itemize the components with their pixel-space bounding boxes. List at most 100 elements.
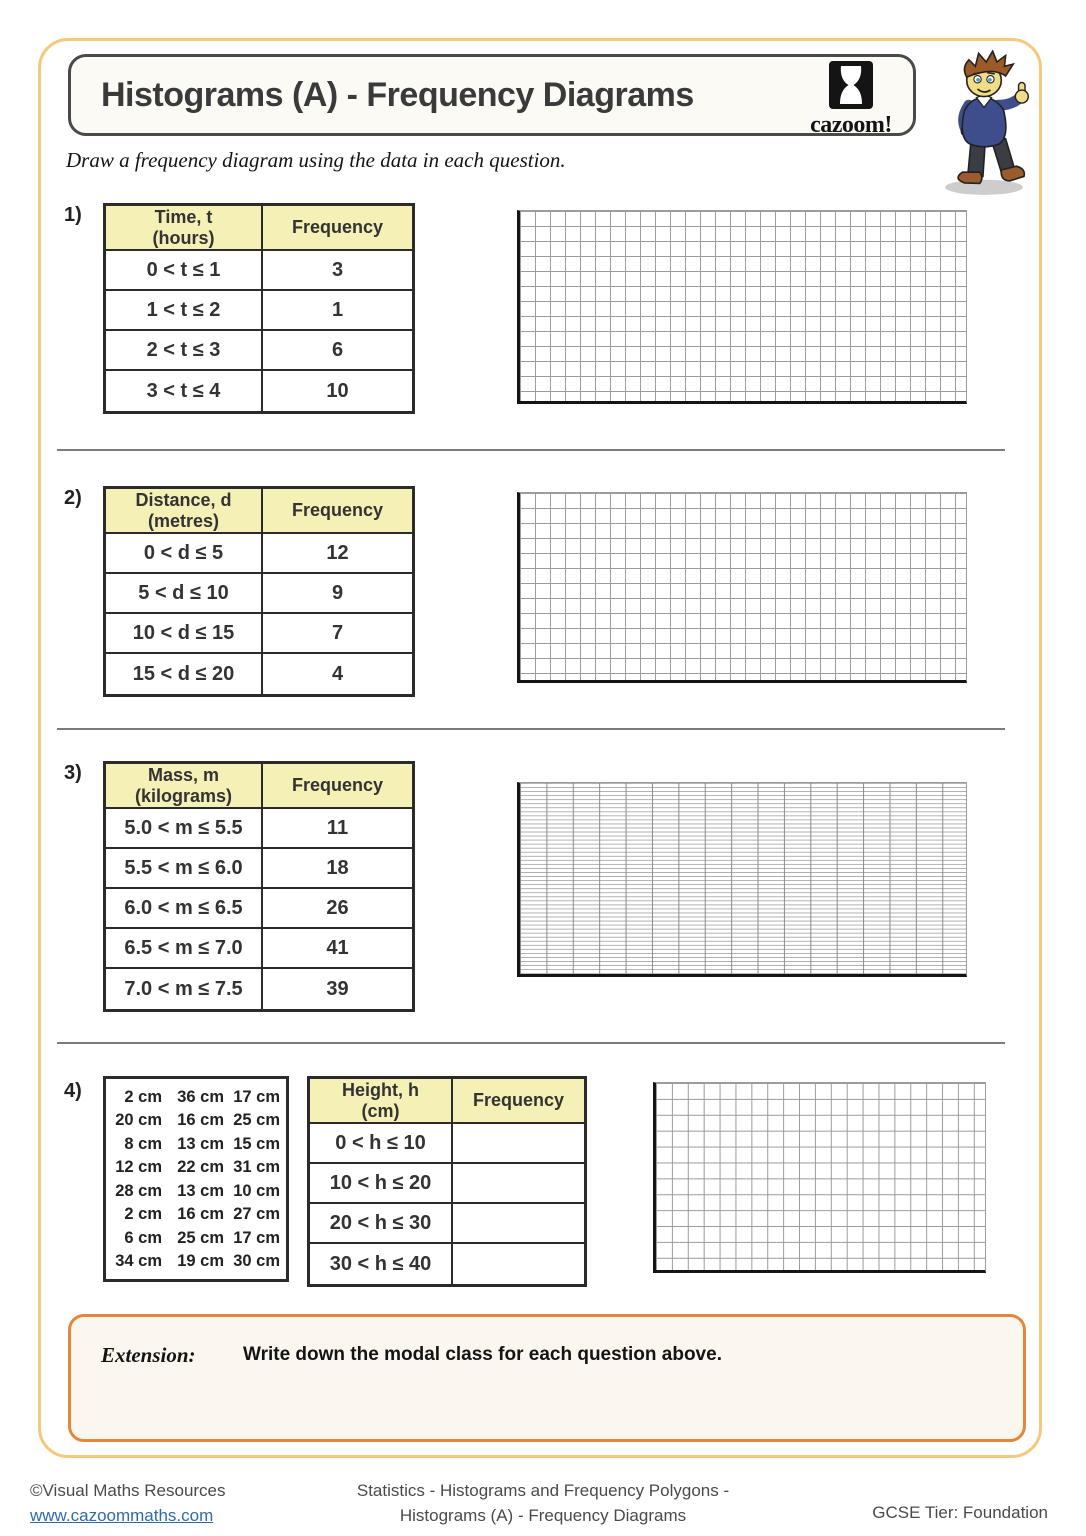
class-interval-cell: 10 < h ≤ 20 xyxy=(310,1164,453,1202)
frequency-cell: 18 xyxy=(326,856,349,879)
frequency-cell: 26 xyxy=(326,896,349,919)
class-interval-cell: 5 < d ≤ 10 xyxy=(106,574,263,612)
data-value: 16 cm xyxy=(177,1205,224,1224)
data-value: 34 cm xyxy=(115,1252,162,1271)
question-4-number: 4) xyxy=(64,1080,82,1102)
table-row: 30 < h ≤ 40 xyxy=(310,1244,584,1284)
class-interval-cell: 5.0 < m ≤ 5.5 xyxy=(106,809,263,847)
frequency-table-q1: Time, t (hours) Frequency 0 < t ≤ 1 3 1 … xyxy=(103,203,415,414)
data-value: 8 cm xyxy=(124,1134,162,1153)
extension-box: Extension: Write down the modal class fo… xyxy=(68,1314,1026,1442)
data-value: 2 cm xyxy=(124,1087,162,1106)
table-row: 5.5 < m ≤ 6.0 18 xyxy=(106,849,412,889)
frequency-cell: 3 xyxy=(331,258,344,281)
extension-label: Extension: xyxy=(101,1343,196,1367)
table-row: 0 < t ≤ 1 3 xyxy=(106,251,412,291)
table-row: 10 < d ≤ 15 7 xyxy=(106,614,412,654)
instruction-text: Draw a frequency diagram using the data … xyxy=(66,148,566,172)
class-interval-cell: 15 < d ≤ 20 xyxy=(106,654,263,694)
frequency-table-q2: Distance, d (metres) Frequency 0 < d ≤ 5… xyxy=(103,486,415,697)
frequency-cell: 9 xyxy=(331,581,344,604)
frequency-cell: 41 xyxy=(326,936,349,959)
data-value: 12 cm xyxy=(115,1158,162,1177)
frequency-cell: 39 xyxy=(326,977,349,1000)
footer-category: Statistics - Histograms and Frequency Po… xyxy=(357,1478,729,1528)
cazoom-logo-text: cazoom! xyxy=(810,112,892,138)
table-row: 0 < h ≤ 10 xyxy=(310,1124,584,1164)
frequency-cell: 6 xyxy=(331,338,344,361)
frequency-cell: 12 xyxy=(326,541,349,564)
data-value: 28 cm xyxy=(115,1181,162,1200)
class-interval-cell: 0 < d ≤ 5 xyxy=(106,534,263,572)
table-row: 7.0 < m ≤ 7.5 39 xyxy=(106,969,412,1009)
class-interval-cell: 0 < h ≤ 10 xyxy=(310,1124,453,1162)
range-column-header: Height, h (cm) xyxy=(310,1079,453,1122)
frequency-column-header: Frequency xyxy=(291,775,384,795)
frequency-cell-blank xyxy=(453,1244,584,1284)
drawing-grid-q2 xyxy=(517,492,967,683)
class-interval-cell: 6.0 < m ≤ 6.5 xyxy=(106,889,263,927)
footer-category-line2: Histograms (A) - Frequency Diagrams xyxy=(399,1506,687,1525)
frequency-cell: 1 xyxy=(331,298,344,321)
table-row: 10 < h ≤ 20 xyxy=(310,1164,584,1204)
question-3-number: 3) xyxy=(64,762,82,784)
data-value: 36 cm xyxy=(177,1087,224,1106)
data-value: 19 cm xyxy=(177,1252,224,1271)
range-column-header: Distance, d (metres) xyxy=(106,489,263,532)
footer-website-link[interactable]: www.cazoommaths.com xyxy=(30,1506,214,1525)
section-divider xyxy=(57,1042,1005,1044)
footer-left: ©Visual Maths Resources www.cazoommaths.… xyxy=(30,1478,226,1528)
frequency-column-header: Frequency xyxy=(291,217,384,237)
class-interval-cell: 5.5 < m ≤ 6.0 xyxy=(106,849,263,887)
data-value: 16 cm xyxy=(177,1111,224,1130)
footer-category-line1: Statistics - Histograms and Frequency Po… xyxy=(356,1481,730,1500)
data-value: 20 cm xyxy=(115,1111,162,1130)
class-interval-cell: 6.5 < m ≤ 7.0 xyxy=(106,929,263,967)
class-interval-cell: 30 < h ≤ 40 xyxy=(310,1244,453,1284)
data-value: 25 cm xyxy=(177,1228,224,1247)
data-value: 13 cm xyxy=(177,1181,224,1200)
class-interval-cell: 10 < d ≤ 15 xyxy=(106,614,263,652)
frequency-cell: 11 xyxy=(326,816,349,839)
frequency-column-header: Frequency xyxy=(291,500,384,520)
frequency-column-header: Frequency xyxy=(472,1090,565,1110)
cazoom-hourglass-icon xyxy=(829,61,873,109)
class-interval-cell: 7.0 < m ≤ 7.5 xyxy=(106,969,263,1009)
data-value: 10 cm xyxy=(233,1181,280,1200)
table-row: 2 < t ≤ 3 6 xyxy=(106,331,412,371)
page-title: Histograms (A) - Frequency Diagrams xyxy=(101,75,694,114)
class-interval-cell: 0 < t ≤ 1 xyxy=(106,251,263,289)
data-value: 17 cm xyxy=(233,1228,280,1247)
question-2-number: 2) xyxy=(64,487,82,509)
drawing-grid-q4 xyxy=(653,1082,986,1273)
table-row: 15 < d ≤ 20 4 xyxy=(106,654,412,694)
frequency-cell-blank xyxy=(453,1164,584,1202)
table-row: 20 < h ≤ 30 xyxy=(310,1204,584,1244)
section-divider xyxy=(57,449,1005,451)
range-column-header: Mass, m (kilograms) xyxy=(106,764,263,807)
table-row: 0 < d ≤ 5 12 xyxy=(106,534,412,574)
data-value: 17 cm xyxy=(233,1087,280,1106)
data-value: 22 cm xyxy=(177,1158,224,1177)
extension-text: Write down the modal class for each ques… xyxy=(243,1344,722,1365)
table-row: 5.0 < m ≤ 5.5 11 xyxy=(106,809,412,849)
table-row: 6.5 < m ≤ 7.0 41 xyxy=(106,929,412,969)
drawing-grid-q3 xyxy=(517,782,967,977)
question-1-number: 1) xyxy=(64,204,82,226)
frequency-cell: 10 xyxy=(326,379,349,402)
frequency-cell: 4 xyxy=(331,662,344,685)
data-value: 2 cm xyxy=(124,1205,162,1224)
raw-data-box: 2 cm 36 cm 17 cm 20 cm 16 cm 25 cm 8 cm 13 cm… xyxy=(103,1076,289,1282)
class-interval-cell: 1 < t ≤ 2 xyxy=(106,291,263,329)
data-value: 27 cm xyxy=(233,1205,280,1224)
mascot-character xyxy=(945,50,1029,195)
footer-tier: GCSE Tier: Foundation xyxy=(872,1503,1048,1522)
data-value: 15 cm xyxy=(233,1134,280,1153)
data-value: 25 cm xyxy=(233,1111,280,1130)
table-row: 1 < t ≤ 2 1 xyxy=(106,291,412,331)
frequency-table-q4: Height, h (cm) Frequency 0 < h ≤ 10 10 <… xyxy=(307,1076,587,1287)
frequency-cell-blank xyxy=(453,1204,584,1242)
class-interval-cell: 3 < t ≤ 4 xyxy=(106,371,263,411)
drawing-grid-q1 xyxy=(517,210,967,404)
frequency-table-q3: Mass, m (kilograms) Frequency 5.0 < m ≤ … xyxy=(103,761,415,1012)
